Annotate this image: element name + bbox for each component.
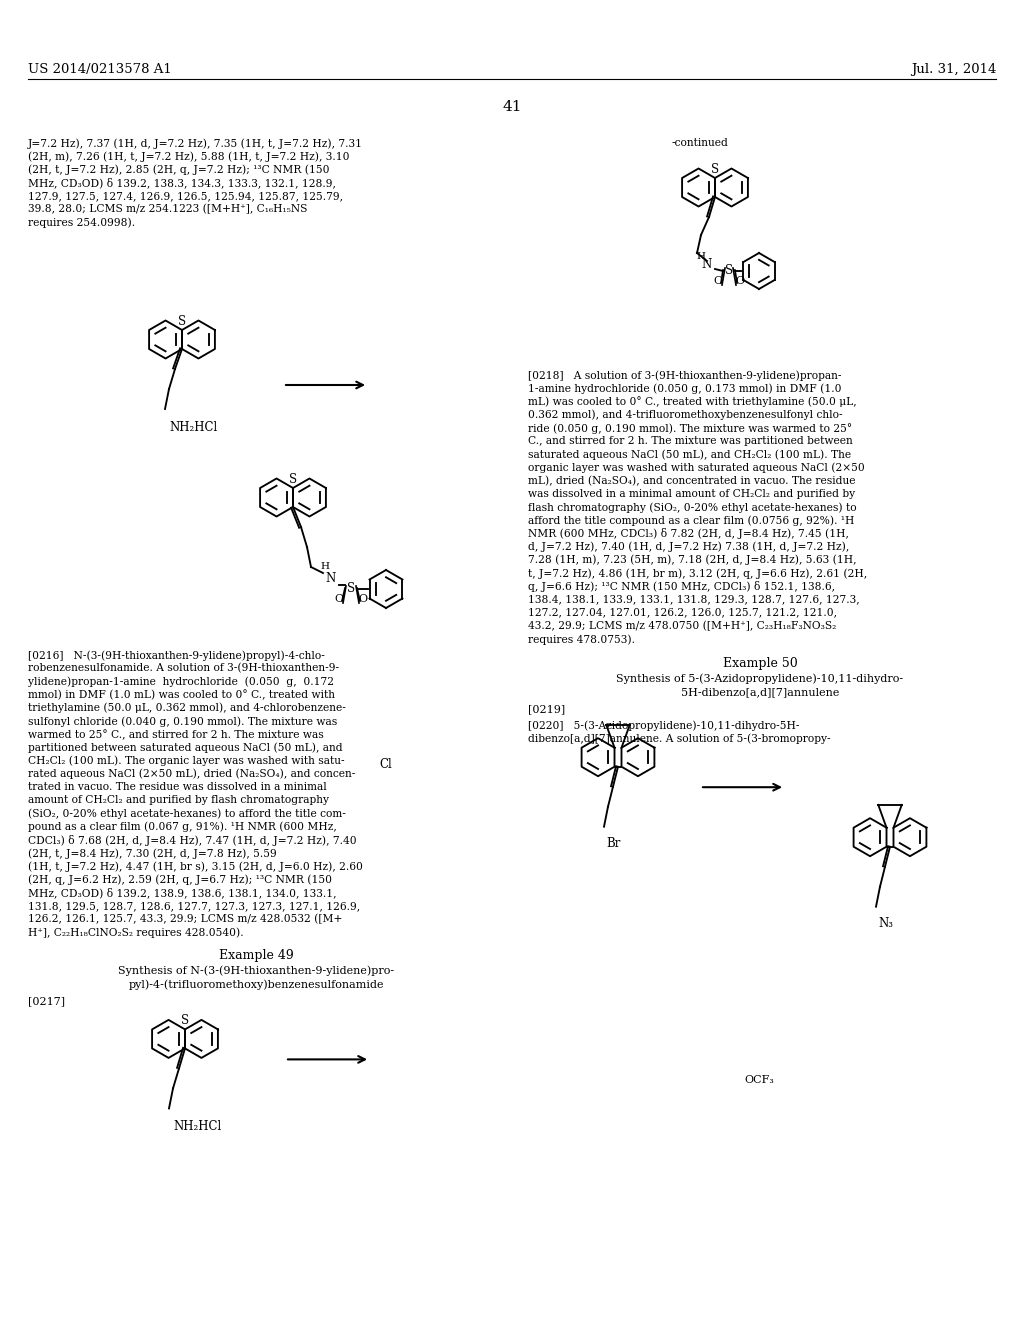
Text: mmol) in DMF (1.0 mL) was cooled to 0° C., treated with: mmol) in DMF (1.0 mL) was cooled to 0° C…: [28, 689, 335, 700]
Text: NMR (600 MHz, CDCl₃) δ 7.82 (2H, d, J=8.4 Hz), 7.45 (1H,: NMR (600 MHz, CDCl₃) δ 7.82 (2H, d, J=8.…: [528, 528, 849, 540]
Text: MHz, CD₃OD) δ 139.2, 138.9, 138.6, 138.1, 134.0, 133.1,: MHz, CD₃OD) δ 139.2, 138.9, 138.6, 138.1…: [28, 887, 337, 899]
Text: robenzenesulfonamide. A solution of 3-(9H-thioxanthen-9-: robenzenesulfonamide. A solution of 3-(9…: [28, 663, 339, 673]
Text: partitioned between saturated aqueous NaCl (50 mL), and: partitioned between saturated aqueous Na…: [28, 742, 343, 752]
Text: 41: 41: [502, 100, 522, 114]
Text: was dissolved in a minimal amount of CH₂Cl₂ and purified by: was dissolved in a minimal amount of CH₂…: [528, 488, 855, 499]
Text: [0220]   5-(3-Azidopropylidene)-10,11-dihydro-5H-: [0220] 5-(3-Azidopropylidene)-10,11-dihy…: [528, 721, 800, 731]
Text: pound as a clear film (0.067 g, 91%). ¹H NMR (600 MHz,: pound as a clear film (0.067 g, 91%). ¹H…: [28, 821, 337, 832]
Text: O: O: [714, 276, 723, 286]
Text: OCF₃: OCF₃: [744, 1074, 774, 1085]
Text: Example 50: Example 50: [723, 657, 798, 671]
Text: amount of CH₂Cl₂ and purified by flash chromatography: amount of CH₂Cl₂ and purified by flash c…: [28, 795, 329, 805]
Text: Cl: Cl: [380, 758, 392, 771]
Text: S: S: [178, 315, 186, 327]
Text: [0217]: [0217]: [28, 997, 66, 1006]
Text: ride (0.050 g, 0.190 mmol). The mixture was warmed to 25°: ride (0.050 g, 0.190 mmol). The mixture …: [528, 422, 852, 434]
Text: 127.9, 127.5, 127.4, 126.9, 126.5, 125.94, 125.87, 125.79,: 127.9, 127.5, 127.4, 126.9, 126.5, 125.9…: [28, 191, 343, 201]
Text: requires 478.0753).: requires 478.0753).: [528, 634, 635, 644]
Text: CDCl₃) δ 7.68 (2H, d, J=8.4 Hz), 7.47 (1H, d, J=7.2 Hz), 7.40: CDCl₃) δ 7.68 (2H, d, J=8.4 Hz), 7.47 (1…: [28, 834, 356, 846]
Text: trated in vacuo. The residue was dissolved in a minimal: trated in vacuo. The residue was dissolv…: [28, 781, 327, 792]
Text: O: O: [735, 276, 744, 286]
Text: [0218]   A solution of 3-(9H-thioxanthen-9-ylidene)propan-: [0218] A solution of 3-(9H-thioxanthen-9…: [528, 370, 842, 380]
Text: Jul. 31, 2014: Jul. 31, 2014: [910, 63, 996, 77]
Text: 43.2, 29.9; LCMS m/z 478.0750 ([M+H⁺], C₂₃H₁₈F₃NO₃S₂: 43.2, 29.9; LCMS m/z 478.0750 ([M+H⁺], C…: [528, 620, 837, 631]
Text: ylidene)propan-1-amine  hydrochloride  (0.050  g,  0.172: ylidene)propan-1-amine hydrochloride (0.…: [28, 676, 334, 686]
Text: (2H, q, J=6.2 Hz), 2.59 (2H, q, J=6.7 Hz); ¹³C NMR (150: (2H, q, J=6.2 Hz), 2.59 (2H, q, J=6.7 Hz…: [28, 874, 332, 884]
Text: 131.8, 129.5, 128.7, 128.6, 127.7, 127.3, 127.3, 127.1, 126.9,: 131.8, 129.5, 128.7, 128.6, 127.7, 127.3…: [28, 900, 360, 911]
Text: (1H, t, J=7.2 Hz), 4.47 (1H, br s), 3.15 (2H, d, J=6.0 Hz), 2.60: (1H, t, J=7.2 Hz), 4.47 (1H, br s), 3.15…: [28, 861, 362, 871]
Text: C., and stirred for 2 h. The mixture was partitioned between: C., and stirred for 2 h. The mixture was…: [528, 436, 853, 446]
Text: S: S: [181, 1014, 189, 1027]
Text: H: H: [696, 252, 706, 261]
Text: O: O: [335, 594, 344, 605]
Text: NH₂HCl: NH₂HCl: [173, 1121, 221, 1134]
Text: Synthesis of 5-(3-Azidopropylidene)-10,11-dihydro-: Synthesis of 5-(3-Azidopropylidene)-10,1…: [616, 673, 903, 684]
Text: saturated aqueous NaCl (50 mL), and CH₂Cl₂ (100 mL). The: saturated aqueous NaCl (50 mL), and CH₂C…: [528, 449, 851, 459]
Text: N: N: [701, 259, 712, 272]
Text: 0.362 mmol), and 4-trifluoromethoxybenzenesulfonyl chlo-: 0.362 mmol), and 4-trifluoromethoxybenze…: [528, 409, 843, 420]
Text: organic layer was washed with saturated aqueous NaCl (2×50: organic layer was washed with saturated …: [528, 462, 864, 473]
Text: 1-amine hydrochloride (0.050 g, 0.173 mmol) in DMF (1.0: 1-amine hydrochloride (0.050 g, 0.173 mm…: [528, 383, 842, 393]
Text: (2H, m), 7.26 (1H, t, J=7.2 Hz), 5.88 (1H, t, J=7.2 Hz), 3.10: (2H, m), 7.26 (1H, t, J=7.2 Hz), 5.88 (1…: [28, 152, 349, 162]
Text: S: S: [347, 582, 355, 595]
Text: O: O: [358, 594, 368, 605]
Text: 126.2, 126.1, 125.7, 43.3, 29.9; LCMS m/z 428.0532 ([M+: 126.2, 126.1, 125.7, 43.3, 29.9; LCMS m/…: [28, 913, 342, 924]
Text: q, J=6.6 Hz); ¹³C NMR (150 MHz, CDCl₃) δ 152.1, 138.6,: q, J=6.6 Hz); ¹³C NMR (150 MHz, CDCl₃) δ…: [528, 581, 835, 593]
Text: 7.28 (1H, m), 7.23 (5H, m), 7.18 (2H, d, J=8.4 Hz), 5.63 (1H,: 7.28 (1H, m), 7.23 (5H, m), 7.18 (2H, d,…: [528, 554, 856, 565]
Text: H: H: [321, 562, 330, 572]
Text: afford the title compound as a clear film (0.0756 g, 92%). ¹H: afford the title compound as a clear fil…: [528, 515, 854, 525]
Text: triethylamine (50.0 μL, 0.362 mmol), and 4-chlorobenzene-: triethylamine (50.0 μL, 0.362 mmol), and…: [28, 702, 346, 713]
Text: 138.4, 138.1, 133.9, 133.1, 131.8, 129.3, 128.7, 127.6, 127.3,: 138.4, 138.1, 133.9, 133.1, 131.8, 129.3…: [528, 594, 859, 605]
Text: mL), dried (Na₂SO₄), and concentrated in vacuo. The residue: mL), dried (Na₂SO₄), and concentrated in…: [528, 475, 855, 486]
Text: 127.2, 127.04, 127.01, 126.2, 126.0, 125.7, 121.2, 121.0,: 127.2, 127.04, 127.01, 126.2, 126.0, 125…: [528, 607, 837, 618]
Text: d, J=7.2 Hz), 7.40 (1H, d, J=7.2 Hz) 7.38 (1H, d, J=7.2 Hz),: d, J=7.2 Hz), 7.40 (1H, d, J=7.2 Hz) 7.3…: [528, 541, 849, 552]
Text: Br: Br: [606, 837, 621, 850]
Text: S: S: [711, 162, 719, 176]
Text: warmed to 25° C., and stirred for 2 h. The mixture was: warmed to 25° C., and stirred for 2 h. T…: [28, 729, 324, 739]
Text: NH₂HCl: NH₂HCl: [169, 421, 217, 434]
Text: requires 254.0998).: requires 254.0998).: [28, 218, 135, 228]
Text: dibenzo[a,d][7]annulene. A solution of 5-(3-bromopropy-: dibenzo[a,d][7]annulene. A solution of 5…: [528, 734, 830, 744]
Text: (2H, t, J=8.4 Hz), 7.30 (2H, d, J=7.8 Hz), 5.59: (2H, t, J=8.4 Hz), 7.30 (2H, d, J=7.8 Hz…: [28, 847, 276, 858]
Text: [0216]   N-(3-(9H-thioxanthen-9-ylidene)propyl)-4-chlo-: [0216] N-(3-(9H-thioxanthen-9-ylidene)pr…: [28, 649, 325, 660]
Text: S: S: [289, 473, 297, 486]
Text: flash chromatography (SiO₂, 0-20% ethyl acetate-hexanes) to: flash chromatography (SiO₂, 0-20% ethyl …: [528, 502, 857, 512]
Text: t, J=7.2 Hz), 4.86 (1H, br m), 3.12 (2H, q, J=6.6 Hz), 2.61 (2H,: t, J=7.2 Hz), 4.86 (1H, br m), 3.12 (2H,…: [528, 568, 867, 578]
Text: H⁺], C₂₂H₁₈ClNO₂S₂ requires 428.0540).: H⁺], C₂₂H₁₈ClNO₂S₂ requires 428.0540).: [28, 927, 244, 937]
Text: 5H-dibenzo[a,d][7]annulene: 5H-dibenzo[a,d][7]annulene: [681, 688, 840, 697]
Text: CH₂Cl₂ (100 mL). The organic layer was washed with satu-: CH₂Cl₂ (100 mL). The organic layer was w…: [28, 755, 345, 766]
Text: (SiO₂, 0-20% ethyl acetate-hexanes) to afford the title com-: (SiO₂, 0-20% ethyl acetate-hexanes) to a…: [28, 808, 346, 818]
Text: US 2014/0213578 A1: US 2014/0213578 A1: [28, 63, 172, 77]
Text: Example 49: Example 49: [219, 949, 293, 962]
Text: N₃: N₃: [878, 916, 893, 929]
Text: (2H, t, J=7.2 Hz), 2.85 (2H, q, J=7.2 Hz); ¹³C NMR (150: (2H, t, J=7.2 Hz), 2.85 (2H, q, J=7.2 Hz…: [28, 165, 330, 176]
Text: Synthesis of N-(3-(9H-thioxanthen-9-ylidene)pro-: Synthesis of N-(3-(9H-thioxanthen-9-ylid…: [118, 965, 394, 975]
Text: N: N: [326, 573, 336, 586]
Text: 39.8, 28.0; LCMS m/z 254.1223 ([M+H⁺], C₁₆H₁₅NS: 39.8, 28.0; LCMS m/z 254.1223 ([M+H⁺], C…: [28, 205, 307, 214]
Text: [0219]: [0219]: [528, 704, 565, 714]
Text: rated aqueous NaCl (2×50 mL), dried (Na₂SO₄), and concen-: rated aqueous NaCl (2×50 mL), dried (Na₂…: [28, 768, 355, 779]
Text: sulfonyl chloride (0.040 g, 0.190 mmol). The mixture was: sulfonyl chloride (0.040 g, 0.190 mmol).…: [28, 715, 337, 726]
Text: J=7.2 Hz), 7.37 (1H, d, J=7.2 Hz), 7.35 (1H, t, J=7.2 Hz), 7.31: J=7.2 Hz), 7.37 (1H, d, J=7.2 Hz), 7.35 …: [28, 139, 362, 149]
Text: mL) was cooled to 0° C., treated with triethylamine (50.0 μL,: mL) was cooled to 0° C., treated with tr…: [528, 396, 857, 408]
Text: pyl)-4-(trifluoromethoxy)benzenesulfonamide: pyl)-4-(trifluoromethoxy)benzenesulfonam…: [128, 979, 384, 990]
Text: MHz, CD₃OD) δ 139.2, 138.3, 134.3, 133.3, 132.1, 128.9,: MHz, CD₃OD) δ 139.2, 138.3, 134.3, 133.3…: [28, 178, 336, 189]
Text: -continued: -continued: [672, 139, 728, 148]
Text: S: S: [725, 264, 733, 277]
